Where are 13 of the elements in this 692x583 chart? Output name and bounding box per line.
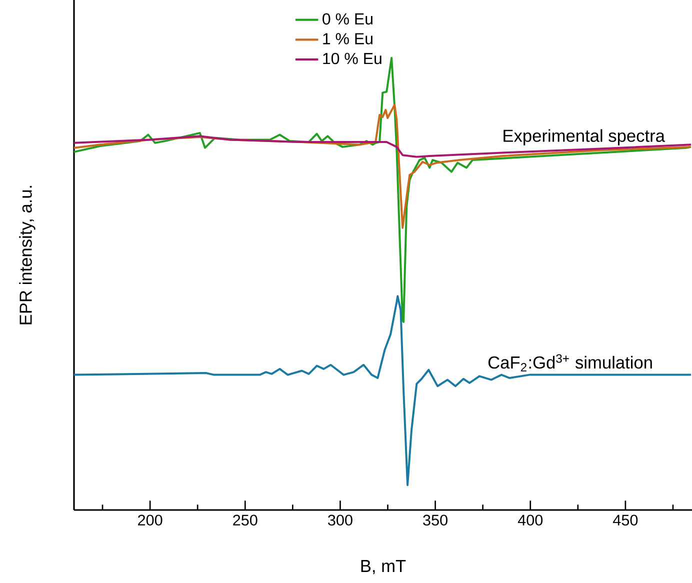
legend-label: 0 % Eu (322, 13, 372, 24)
x-tick-label: 450 (613, 514, 638, 526)
y-axis-title: EPR intensity, a.u. (19, 186, 36, 324)
x-tick-label: 400 (518, 514, 543, 526)
x-axis-title: B, mT (361, 560, 406, 574)
annotation: CaF$_{2}$:Gd$^{3+}$ simulation (488, 354, 652, 372)
legend-label: 1 % Eu (323, 32, 372, 44)
x-tick-label: 200 (138, 514, 162, 526)
x-tick-label: 300 (328, 514, 352, 526)
legend-label: 10 % Eu (323, 52, 382, 64)
x-tick-label: 350 (423, 514, 448, 526)
x-tick-label: 250 (233, 514, 258, 526)
annotation: Experimental spectra (504, 129, 665, 146)
